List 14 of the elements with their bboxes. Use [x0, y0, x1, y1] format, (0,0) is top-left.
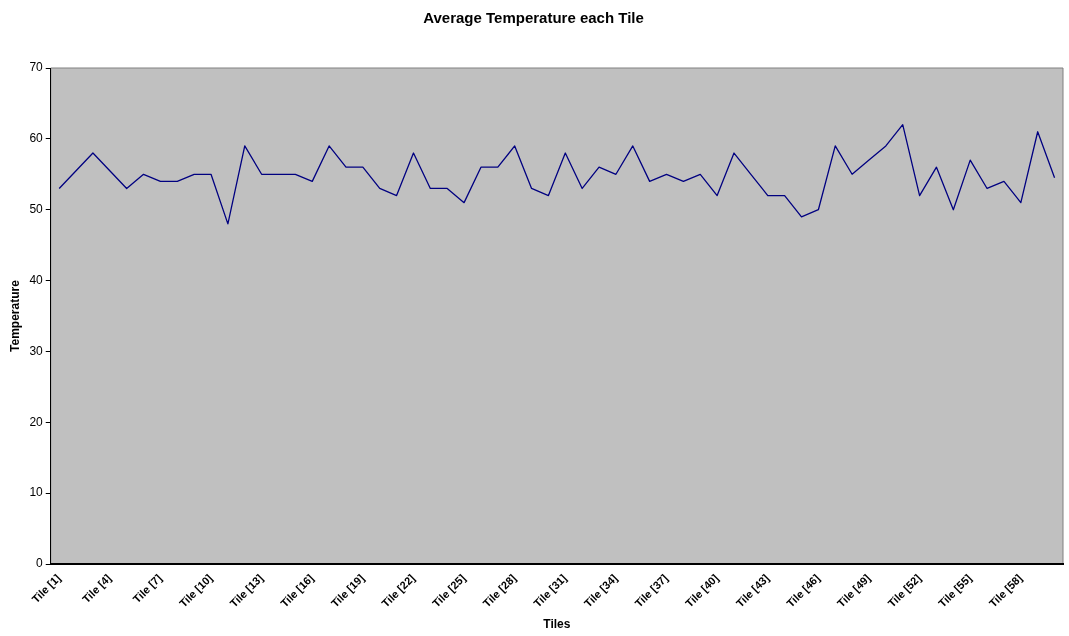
y-tick-label: 30: [29, 343, 44, 358]
y-tick-label: 10: [29, 485, 44, 500]
y-tick-label: 20: [29, 414, 44, 429]
x-tick-label: Tile [4]: [79, 571, 114, 606]
y-tick-label: 50: [29, 202, 44, 217]
x-axis-title: Tiles: [543, 617, 571, 632]
y-tick-label: 60: [29, 131, 44, 146]
x-tick-label: Tile [7]: [130, 571, 165, 606]
y-tick-label: 40: [29, 272, 44, 287]
y-tick-label: 0: [36, 556, 44, 571]
chart-title: Average Temperature each Tile: [423, 9, 644, 27]
y-axis-title: Temperature: [7, 279, 22, 352]
x-tick-label: Tile [1]: [29, 571, 63, 606]
y-tick-label: 70: [29, 60, 44, 75]
